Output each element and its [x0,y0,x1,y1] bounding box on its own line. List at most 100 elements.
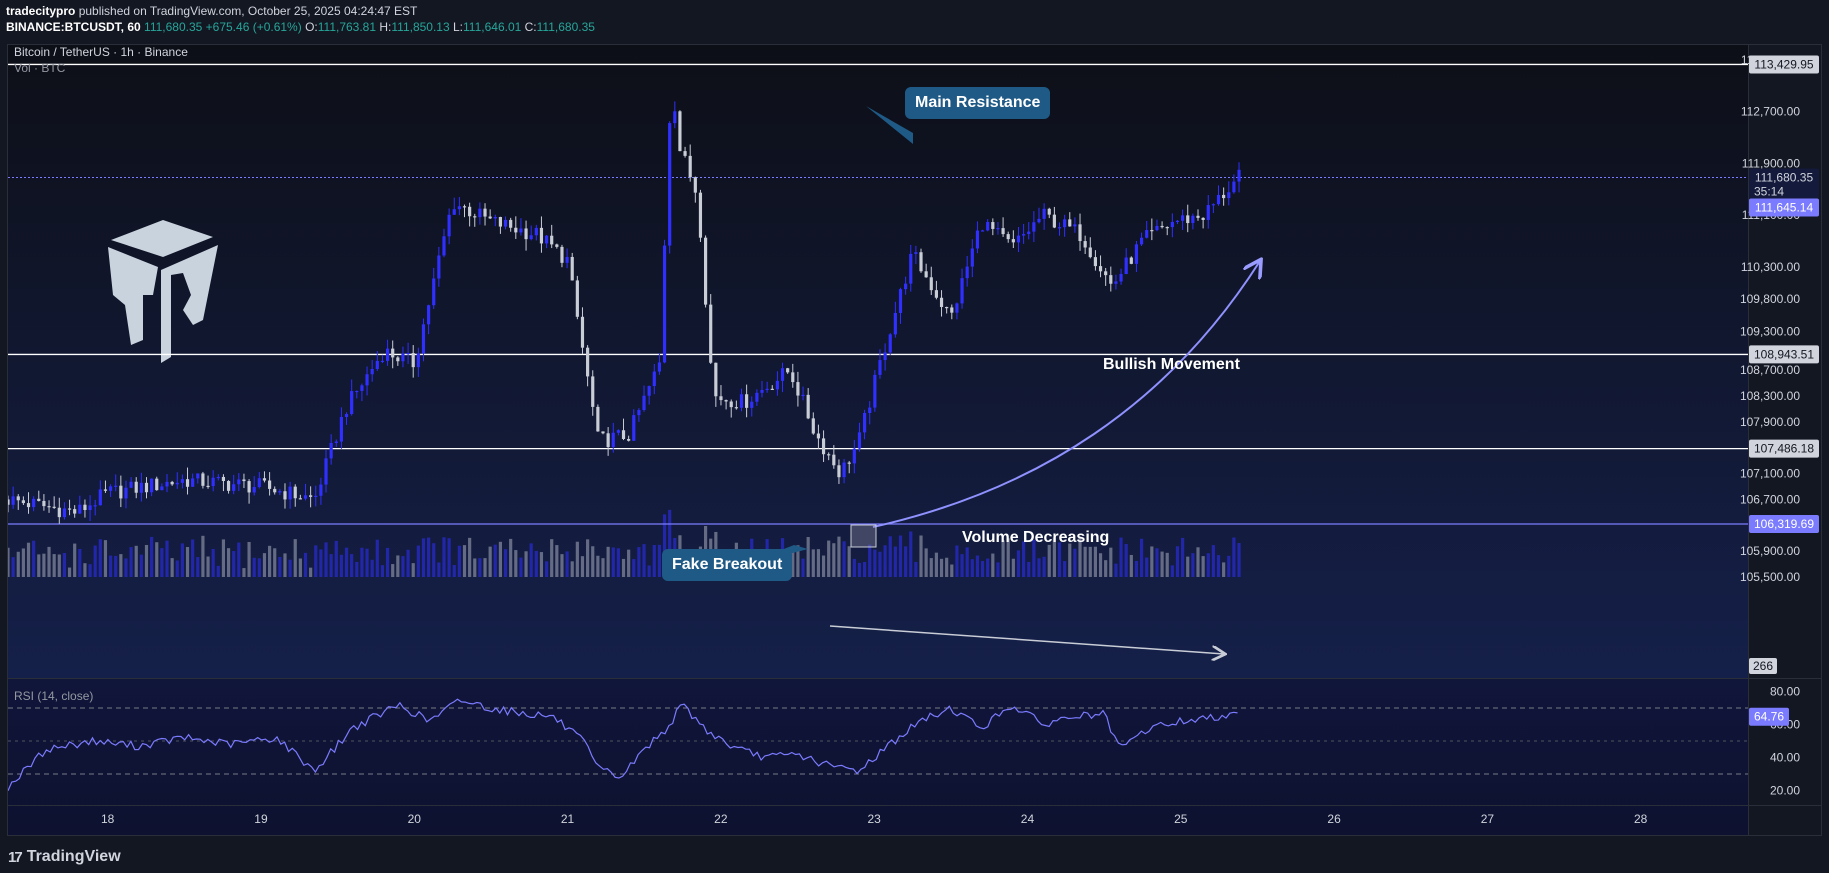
candle-body [375,360,379,369]
candle-body [611,432,615,448]
volume-bar [488,546,492,577]
support-1-badge-label: 108,943.51 [1754,347,1814,361]
volume-bar [93,545,97,577]
candle-body [980,230,985,232]
fake-breakout-callout[interactable]: Fake Breakout [662,549,793,581]
volume-bar [247,541,251,577]
volume-bar [355,561,359,577]
candle-body [1016,235,1021,243]
main-pane-title[interactable]: Bitcoin / TetherUS · 1h · Binance [14,45,188,59]
volume-bar [37,554,41,577]
volume-bar [206,556,210,577]
volume-bar [509,538,513,577]
footer: 17 TradingView [0,840,1829,873]
volume-trend-arrow[interactable] [829,625,1224,654]
candle-body [970,248,974,267]
candle-body [791,372,795,383]
fake-breakout-box[interactable] [850,524,877,548]
symbol-label[interactable]: BINANCE:BTCUSDT, 60 [6,20,141,34]
time-tick-label: 24 [1021,812,1035,826]
candle-body [1232,181,1236,193]
time-axis[interactable]: 18 19 20 21 22 23 24 25 26 27 28 [101,812,1648,826]
candle-body [93,505,97,507]
main-resistance-badge-label: 113,429.95 [1754,57,1813,71]
candle-body [888,334,892,353]
chart-frame[interactable]: 113,500.00112,700.00111,900.00111,100.00… [7,44,1822,836]
candle-body [1047,208,1051,215]
candle-body [237,479,241,485]
volume-bar [380,565,385,577]
candle-body [529,235,533,240]
volume-bar [1201,556,1205,577]
support-1-badge [1749,345,1819,364]
candle-body [842,462,846,478]
volume-pane-title[interactable]: Vol · BTC [14,61,66,75]
bullish-movement-label[interactable]: Bullish Movement [1103,356,1240,373]
volume-bar [391,564,395,577]
volume-bar [1011,558,1015,577]
candle-body [955,303,959,313]
rsi-line [8,698,1238,792]
candle-body [473,216,477,218]
candle-body [457,206,461,210]
volume-bar [919,535,923,577]
candle-body [616,430,620,433]
low-label: L: [453,20,464,34]
volume-bar [514,550,518,577]
candle-body [1124,257,1128,274]
candle-body [57,507,61,518]
volume-bar [857,562,862,577]
volume-bar [1160,551,1164,577]
volume-bar [1134,560,1139,577]
volume-bar [534,550,538,577]
candle-body [114,485,118,487]
candle-body [847,462,851,464]
volume-bar [303,552,308,577]
candle-body [483,208,487,217]
volume-bar [144,544,149,577]
candle-body [934,290,938,298]
volume-bar [888,536,892,577]
volume-bar [1155,548,1159,577]
candle-body [647,386,651,396]
candle-body [960,278,964,304]
volume-bar [462,545,467,577]
volume-bar [1175,546,1180,577]
volume-bar [637,547,641,577]
candle-body [780,368,785,381]
volume-bar [1052,537,1056,577]
publisher-name[interactable]: tradecitypro [6,4,76,18]
volume-bar [570,561,574,577]
volume-decreasing-label[interactable]: Volume Decreasing [962,529,1110,546]
volume-bar [539,552,544,577]
rsi-pane-title[interactable]: RSI (14, close) [14,689,94,703]
volume-bar [1088,546,1092,577]
candle-body [1078,224,1082,242]
candle-body [642,395,646,411]
volume-bar [652,544,656,577]
candle-body [108,486,113,491]
bullish-curve-arrow[interactable] [872,261,1260,528]
candle-body [503,219,508,227]
tradingview-brand[interactable]: 17 TradingView [8,848,121,866]
candle-body [16,496,20,501]
volume-bar [821,555,826,577]
candle-body [914,252,918,254]
price-axis[interactable]: 113,500.00112,700.00111,900.00111,100.00… [1740,53,1819,797]
candle-body [242,479,246,482]
candle-body [1098,266,1103,272]
volume-bar [606,546,610,577]
main-resistance-callout[interactable]: Main Resistance [905,87,1051,119]
volume-bar [360,547,364,577]
volume-bar [319,549,323,577]
volume-bar [329,554,333,577]
candle-body [175,482,179,485]
chart-canvas[interactable]: 113,500.00112,700.00111,900.00111,100.00… [8,45,1821,835]
candle-body [775,380,779,390]
volume-bar [78,548,82,577]
volume-bar [401,556,405,577]
candle-body [247,481,251,493]
volume-bars [8,509,1241,577]
volume-bar [375,539,379,577]
candle-body [11,496,15,505]
